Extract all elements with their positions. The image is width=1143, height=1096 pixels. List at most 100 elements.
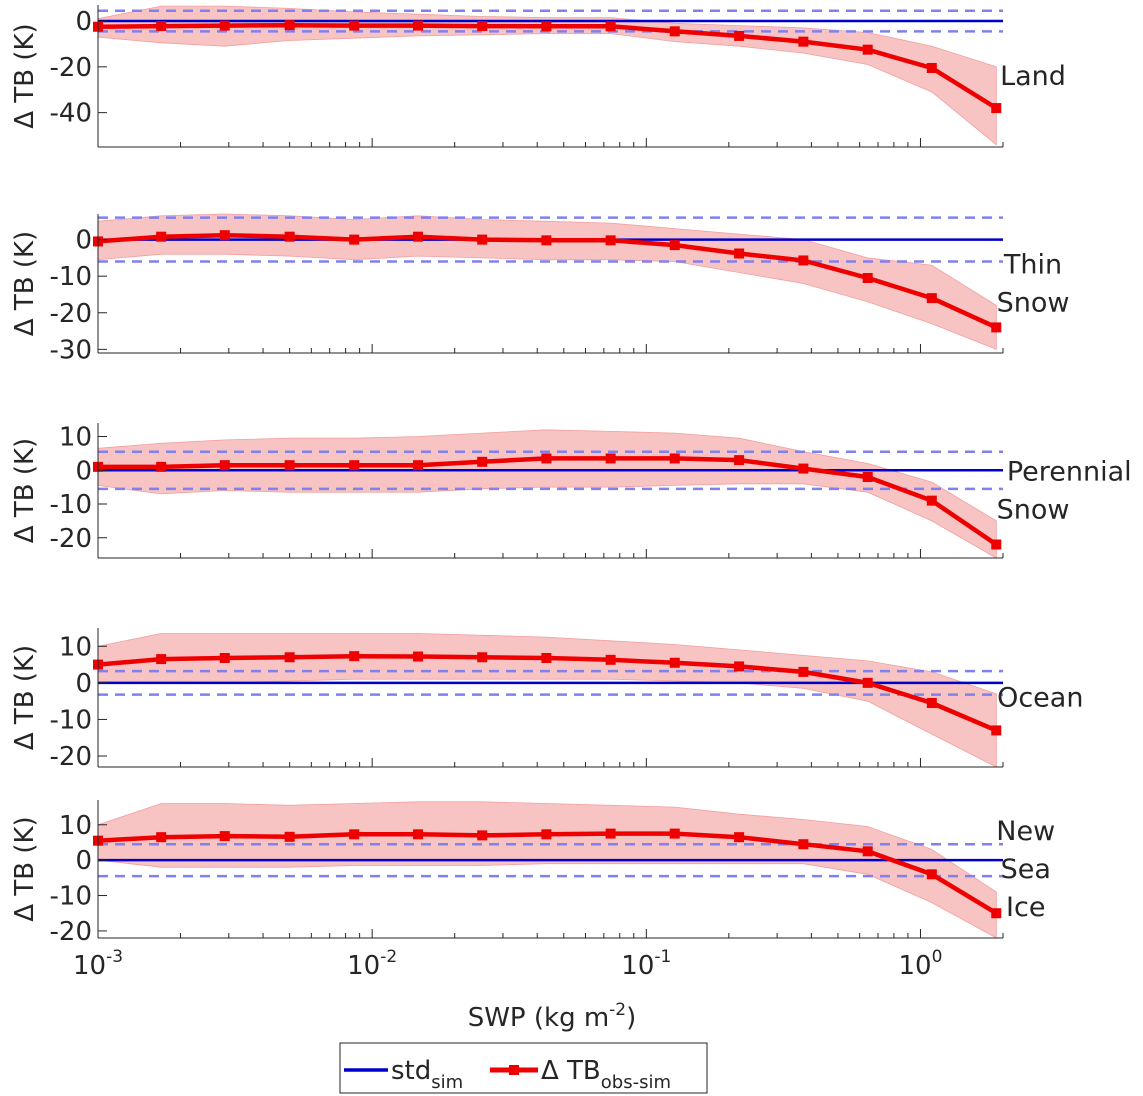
y-tick-label: -10	[50, 882, 92, 912]
x-tick-label-exp: -1	[654, 947, 671, 967]
surface-label: Land	[1000, 61, 1066, 92]
x-axis-label-sup: -2	[609, 1000, 626, 1020]
y-tick-label: -20	[50, 53, 92, 83]
y-tick-label: 0	[75, 226, 92, 256]
y-tick-label: -20	[50, 917, 92, 947]
data-point	[605, 235, 616, 246]
surface-label: Snow	[997, 495, 1070, 526]
spread-band	[97, 801, 997, 939]
data-point	[991, 725, 1002, 736]
data-point	[669, 26, 680, 37]
x-tick-label: 100	[899, 947, 943, 981]
y-tick-label: 0	[75, 7, 92, 37]
data-point	[605, 828, 616, 839]
x-axis-label: SWP (kg m-2)	[468, 1000, 637, 1033]
y-tick-label: 0	[75, 846, 92, 876]
y-tick-label: -40	[50, 99, 92, 129]
panel-5: 10 0 -10 -20 Δ TB (K) New Sea Ice	[10, 800, 1055, 947]
data-point	[926, 293, 937, 304]
x-tick-label: 10-1	[621, 947, 671, 981]
data-point	[349, 651, 360, 662]
surface-label: Ice	[1006, 892, 1045, 923]
data-point	[991, 908, 1002, 919]
x-tick-label-exp: -3	[106, 947, 123, 967]
data-point	[605, 21, 616, 32]
data-point	[156, 461, 167, 472]
data-point	[734, 30, 745, 41]
data-point	[605, 654, 616, 665]
x-tick-label-exp: 0	[932, 947, 943, 967]
y-tick-label: -20	[50, 742, 92, 772]
data-point	[284, 231, 295, 242]
chart-panels: 0 -20 -40 Δ TB (K) Land 0 -10 -20 -30 Δ TB (K) Thi…	[10, 5, 1132, 947]
legend-label-delta-text: Δ TB	[541, 1056, 601, 1086]
data-point	[862, 44, 873, 55]
data-point	[541, 235, 552, 246]
data-point	[156, 231, 167, 242]
spread-band	[97, 213, 997, 350]
data-point	[477, 234, 488, 245]
surface-label: New	[996, 816, 1055, 847]
legend-label-delta-sub: obs-sim	[601, 1072, 671, 1093]
panel-1: 0 -20 -40 Δ TB (K) Land	[10, 5, 1066, 148]
data-point	[734, 832, 745, 843]
data-point	[541, 652, 552, 663]
x-tick-label-base: 10	[73, 951, 106, 981]
data-point	[156, 654, 167, 665]
data-point	[349, 20, 360, 31]
data-point	[669, 453, 680, 464]
data-point	[477, 21, 488, 32]
data-point	[926, 495, 937, 506]
data-point	[991, 103, 1002, 114]
y-axis-label: Δ TB (K)	[10, 645, 40, 750]
x-axis-label-text: SWP (kg m	[468, 1003, 609, 1033]
data-point	[284, 652, 295, 663]
x-tick-label-base: 10	[899, 951, 932, 981]
x-axis-label-close: )	[626, 1003, 636, 1033]
data-point	[541, 829, 552, 840]
surface-label: Snow	[997, 288, 1070, 319]
data-point	[991, 539, 1002, 550]
x-tick-label: 10-2	[347, 947, 397, 981]
x-tick-label-exp: -2	[380, 947, 397, 967]
data-point	[669, 240, 680, 251]
y-tick-label: 10	[59, 423, 92, 453]
y-tick-label: 0	[75, 456, 92, 486]
data-point	[798, 255, 809, 266]
data-point	[991, 322, 1002, 333]
legend-label-std-sub: sim	[431, 1072, 463, 1093]
legend-label-delta: Δ TBobs-sim	[541, 1056, 671, 1093]
data-point	[798, 839, 809, 850]
y-tick-label: -10	[50, 262, 92, 292]
data-point	[413, 231, 424, 242]
y-tick-label: 10	[59, 632, 92, 662]
data-point	[349, 234, 360, 245]
data-point	[734, 455, 745, 466]
data-point	[219, 831, 230, 842]
data-point	[798, 666, 809, 677]
x-tick-label-base: 10	[621, 951, 654, 981]
legend-label-std-text: std	[391, 1056, 431, 1086]
data-point	[477, 456, 488, 467]
panel-4: 10 0 -10 -20 Δ TB (K) Ocean	[10, 628, 1083, 772]
legend-label-std: stdsim	[391, 1056, 463, 1093]
data-point	[669, 828, 680, 839]
data-point	[669, 657, 680, 668]
y-tick-label: -20	[50, 524, 92, 554]
legend: stdsim Δ TBobs-sim	[339, 1042, 708, 1094]
y-tick-label: 10	[59, 811, 92, 841]
y-axis-label: Δ TB (K)	[10, 231, 40, 336]
data-point	[156, 21, 167, 32]
data-point	[219, 20, 230, 31]
y-tick-label: -20	[50, 299, 92, 329]
data-point	[477, 830, 488, 841]
y-tick-label: 0	[75, 669, 92, 699]
data-point	[413, 460, 424, 471]
y-tick-label: -30	[50, 335, 92, 365]
data-point	[284, 20, 295, 31]
y-axis-label: Δ TB (K)	[10, 816, 40, 921]
data-point	[926, 62, 937, 73]
data-point	[219, 652, 230, 663]
data-point	[541, 21, 552, 32]
data-point	[349, 460, 360, 471]
